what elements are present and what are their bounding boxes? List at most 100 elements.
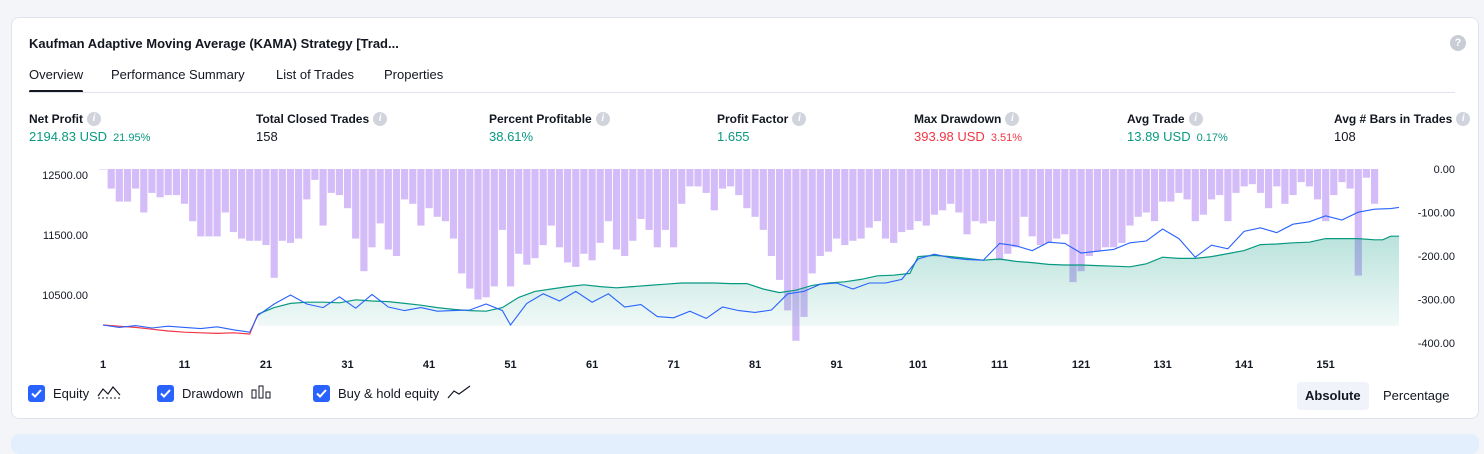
line-chart-icon bbox=[447, 385, 471, 402]
checkbox-checked-icon[interactable] bbox=[28, 385, 45, 402]
drawdown-bars bbox=[99, 169, 1379, 341]
checkbox-checked-icon[interactable] bbox=[313, 385, 330, 402]
tab-list-of-trades[interactable]: List of Trades bbox=[276, 67, 355, 82]
drawdown-bar bbox=[841, 169, 849, 246]
drawdown-bar bbox=[1216, 169, 1224, 196]
info-icon[interactable]: i bbox=[1456, 112, 1471, 126]
drawdown-bar bbox=[148, 169, 156, 193]
x-axis-tick: 81 bbox=[749, 359, 761, 371]
right-axis-tick: -100.00 bbox=[1418, 208, 1455, 220]
drawdown-bar bbox=[824, 169, 833, 252]
legend-buy-hold[interactable]: Buy & hold equity bbox=[313, 385, 471, 402]
drawdown-bar bbox=[661, 169, 669, 230]
drawdown-bar bbox=[1126, 169, 1134, 226]
drawdown-bar bbox=[1053, 169, 1061, 239]
legend-drawdown[interactable]: Drawdown bbox=[157, 385, 273, 402]
metric-avg-bars-in-trades: Avg # Bars in Trades i 108 bbox=[1334, 112, 1471, 144]
drawdown-bar bbox=[678, 169, 686, 204]
drawdown-bar bbox=[140, 169, 148, 213]
drawdown-bar bbox=[1297, 169, 1305, 183]
drawdown-bar bbox=[1371, 169, 1379, 204]
drawdown-bar bbox=[645, 169, 653, 230]
tab-overview[interactable]: Overview bbox=[29, 67, 84, 93]
x-axis-tick: 91 bbox=[830, 359, 842, 371]
drawdown-bar bbox=[759, 169, 767, 230]
info-icon[interactable]: i bbox=[373, 112, 388, 126]
drawdown-bar bbox=[987, 169, 996, 222]
x-axis-tick: 31 bbox=[341, 359, 353, 371]
tab-performance-summary[interactable]: Performance Summary bbox=[111, 67, 245, 82]
drawdown-bar bbox=[1313, 169, 1322, 200]
drawdown-bar bbox=[849, 169, 857, 241]
metric-max-drawdown: Max Drawdown i 393.98 USD 3.51% bbox=[914, 112, 1022, 144]
drawdown-bar bbox=[539, 169, 547, 246]
drawdown-bar bbox=[784, 169, 792, 311]
drawdown-bar bbox=[1330, 169, 1338, 196]
drawdown-bar bbox=[564, 169, 572, 263]
drawdown-bar bbox=[914, 169, 922, 222]
metric-percent: 21.95% bbox=[113, 132, 151, 144]
drawdown-bar bbox=[1085, 169, 1093, 256]
drawdown-bar bbox=[515, 169, 523, 254]
drawdown-bar bbox=[164, 169, 172, 196]
right-axis-tick: -300.00 bbox=[1418, 295, 1455, 307]
drawdown-bar bbox=[873, 169, 881, 222]
x-axis-tick: 51 bbox=[504, 359, 516, 371]
drawdown-bar bbox=[1044, 169, 1053, 243]
drawdown-bar bbox=[458, 169, 466, 274]
legend-equity[interactable]: Equity bbox=[28, 385, 121, 402]
drawdown-bar bbox=[221, 169, 229, 213]
x-axis-tick: 131 bbox=[1153, 359, 1171, 371]
question-icon[interactable]: ? bbox=[1450, 35, 1466, 51]
drawdown-bar bbox=[1273, 169, 1281, 187]
drawdown-bar bbox=[743, 169, 751, 209]
drawdown-bar bbox=[930, 169, 938, 215]
drawdown-bar bbox=[612, 169, 621, 250]
drawdown-bar bbox=[694, 169, 702, 187]
info-icon[interactable]: i bbox=[595, 112, 610, 126]
right-axis-tick: -400.00 bbox=[1418, 338, 1455, 350]
metric-label: Profit Factor bbox=[717, 112, 789, 126]
metric-label: Net Profit bbox=[29, 112, 83, 126]
info-icon[interactable]: i bbox=[792, 112, 807, 126]
info-icon[interactable]: i bbox=[1005, 112, 1020, 126]
drawdown-bar bbox=[1224, 169, 1232, 222]
drawdown-bar bbox=[1248, 169, 1256, 185]
drawdown-bar bbox=[238, 169, 246, 239]
absolute-button[interactable]: Absolute bbox=[1297, 382, 1369, 410]
drawdown-bar bbox=[132, 169, 140, 189]
drawdown-bar bbox=[816, 169, 824, 256]
drawdown-bar bbox=[392, 169, 401, 256]
drawdown-bar bbox=[449, 169, 458, 239]
checkbox-checked-icon[interactable] bbox=[157, 385, 174, 402]
drawdown-bar bbox=[1240, 169, 1248, 187]
equity-line bbox=[257, 235, 1399, 315]
drawdown-bar bbox=[319, 169, 327, 226]
drawdown-bar bbox=[1142, 169, 1150, 213]
drawdown-bar bbox=[955, 169, 963, 213]
drawdown-bar bbox=[1036, 169, 1044, 246]
drawdown-bar bbox=[580, 169, 588, 254]
strategy-report-panel: Kaufman Adaptive Moving Average (KAMA) S… bbox=[11, 17, 1479, 419]
drawdown-bar bbox=[156, 169, 164, 198]
drawdown-bar bbox=[1134, 169, 1142, 217]
drawdown-bar bbox=[1346, 169, 1354, 189]
percentage-button[interactable]: Percentage bbox=[1383, 388, 1450, 403]
drawdown-bar bbox=[344, 169, 352, 209]
info-icon[interactable]: i bbox=[87, 112, 101, 126]
drawdown-bar bbox=[670, 169, 678, 248]
drawdown-bar bbox=[384, 169, 392, 250]
x-axis-tick: 61 bbox=[586, 359, 598, 371]
info-icon[interactable]: i bbox=[1188, 112, 1203, 126]
drawdown-bar bbox=[800, 169, 808, 317]
drawdown-bar bbox=[621, 169, 629, 256]
tab-properties[interactable]: Properties bbox=[384, 67, 444, 82]
drawdown-bar bbox=[360, 169, 368, 272]
drawdown-bar bbox=[1150, 169, 1159, 222]
drawdown-bar bbox=[637, 169, 645, 219]
drawdown-bar bbox=[1199, 169, 1207, 215]
equity-chart[interactable]: 12500.00 11500.00 10500.00 0.00 -100.00 -200… bbox=[12, 18, 1478, 378]
drawdown-bar bbox=[604, 169, 612, 222]
drawdown-bar bbox=[433, 169, 441, 217]
drawdown-bar bbox=[1102, 169, 1110, 248]
